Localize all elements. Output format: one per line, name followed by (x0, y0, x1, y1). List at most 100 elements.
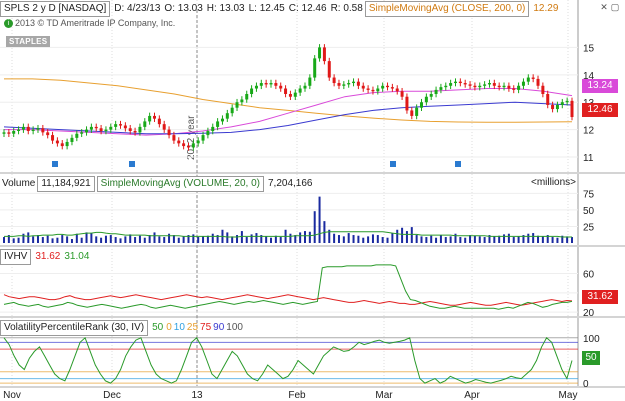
volume-bar (449, 236, 452, 243)
candle-body (138, 126, 142, 133)
ivhv-tick-label: 20 (583, 308, 595, 319)
volume-bar (357, 235, 360, 243)
x-tick-label: Nov (3, 390, 21, 401)
vpr-level-25: 25 (186, 322, 199, 333)
price-tick-label: 12 (583, 126, 595, 137)
volume-bar (435, 237, 438, 243)
volume-sma-box[interactable]: SimpleMovingAvg (VOLUME, 20, 0) (96, 176, 264, 192)
volume-bar (124, 236, 127, 243)
volume-bar (119, 238, 122, 243)
candle-body (347, 83, 351, 85)
price-tick-label: 11 (583, 153, 594, 164)
candle-body (182, 143, 186, 147)
x-tick-label: Apr (464, 390, 480, 401)
volume-bar (12, 238, 15, 243)
candle-body (284, 88, 288, 94)
candle-body (483, 84, 487, 86)
volume-bar (255, 233, 258, 243)
sma-flag: 13.24 (582, 79, 618, 93)
candle-body (560, 102, 564, 105)
volume-bar (143, 237, 146, 243)
candle-body (2, 132, 6, 134)
candle-body (80, 132, 84, 134)
volume-bar (182, 236, 185, 243)
ivhv-label[interactable]: IVHV (0, 249, 32, 265)
volume-sma-label: SimpleMovingAvg (VOLUME, 20, 0) (100, 178, 260, 189)
vpr-level-10: 10 (173, 322, 185, 333)
candle-body (75, 133, 79, 138)
volume-bar (308, 231, 311, 243)
earnings-marker (390, 161, 396, 167)
candle-body (206, 131, 210, 136)
volume-tick-label: 75 (583, 189, 595, 200)
volume-bar (551, 237, 554, 243)
volume-bar (376, 235, 379, 243)
candle-body (288, 94, 292, 97)
candle-body (395, 88, 399, 92)
volume-bar (36, 235, 39, 243)
candle-body (517, 85, 521, 90)
candle-body (337, 83, 341, 86)
volume-bar (483, 237, 486, 243)
vpr-level-100: 100 (226, 322, 243, 333)
volume-bar (27, 232, 30, 243)
candle-body (376, 88, 380, 92)
volume-bar (279, 237, 282, 243)
volume-bar (158, 236, 161, 243)
volume-bar (444, 237, 447, 243)
candle-body (85, 129, 89, 133)
iv-value: 31.62 (35, 251, 61, 262)
volume-bar (313, 211, 316, 243)
candle-body (449, 83, 453, 86)
volume-bar (303, 231, 306, 243)
maximize-icon[interactable]: ▢ (610, 2, 620, 12)
candle-body (133, 131, 137, 133)
close-icon[interactable]: ✕ (600, 2, 608, 12)
volume-bar (265, 236, 268, 243)
candle-body (487, 83, 491, 85)
volume-bar (104, 235, 107, 243)
volume-bar (328, 229, 331, 243)
symbol-box[interactable]: SPLS 2 y D [NASDAQ] (0, 1, 111, 17)
vpr-tick-label: 100 (583, 334, 600, 345)
volume-bar (527, 233, 530, 243)
volume-bar (41, 237, 44, 243)
candle-body (410, 110, 414, 116)
volume-bar (478, 236, 481, 243)
candle-body (512, 88, 516, 90)
price-ma-line-0 (4, 78, 573, 123)
volume-bar (571, 237, 573, 243)
volume-bar (556, 237, 559, 243)
volume-bar (216, 235, 219, 243)
volume-label: Volume (2, 178, 36, 189)
price-tick-label: 15 (583, 43, 595, 54)
earnings-marker (455, 161, 461, 167)
volume-bar (522, 235, 525, 243)
candle-body (104, 129, 108, 131)
last-price-flag: 12.46 (582, 103, 618, 117)
candle-body (51, 135, 55, 141)
close-value: C: 12.46 (288, 3, 327, 14)
candle-body (439, 87, 443, 90)
candle-body (434, 89, 438, 94)
volume-bar (7, 235, 10, 243)
vpr-label[interactable]: VolatilityPercentileRank (30, IV) (0, 320, 149, 336)
volume-bar (289, 233, 292, 243)
copyright-text: i 2013 © TD Ameritrade IP Company, Inc. (4, 18, 175, 29)
volume-bar (318, 196, 321, 243)
candle-body (415, 107, 419, 116)
price-ma-line-2 (3, 101, 573, 135)
candle-body (390, 87, 394, 89)
volume-bar (512, 237, 515, 243)
volume-bar (405, 231, 408, 243)
candle-body (322, 47, 326, 62)
sma-box[interactable]: SimpleMovingAvg (CLOSE, 200, 0) (364, 1, 530, 17)
candle-body (264, 83, 268, 85)
volume-bar (352, 235, 355, 243)
ivhv-line-0 (3, 294, 573, 306)
volume-bar (532, 233, 535, 243)
volume-bar (537, 235, 540, 243)
volume-bar (342, 236, 345, 243)
volume-sma-value: 7,204,166 (268, 178, 313, 189)
